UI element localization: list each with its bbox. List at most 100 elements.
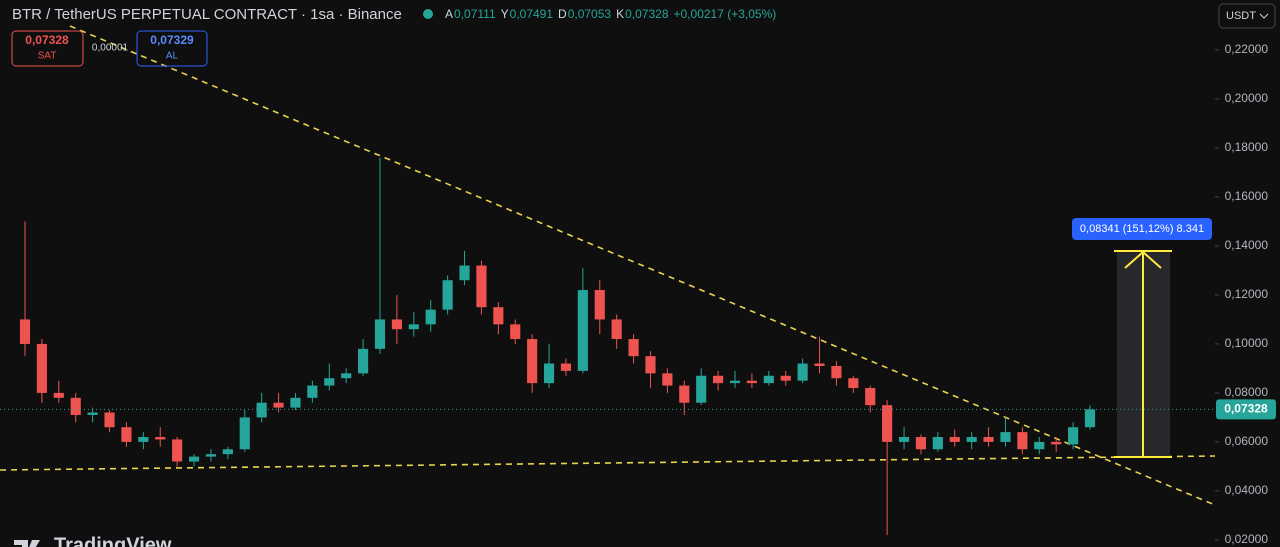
y-tick-label: 0,02000	[1225, 532, 1269, 546]
candle-body	[898, 437, 910, 442]
candle-body	[1034, 441, 1045, 450]
candle-body	[882, 405, 893, 442]
candle-body	[36, 343, 47, 393]
buy-label: AL	[166, 51, 179, 62]
candle-body	[611, 319, 622, 340]
candle-body	[172, 439, 183, 462]
candle-body	[374, 319, 386, 349]
dropdown-icon	[1259, 13, 1269, 19]
candle-body	[645, 356, 656, 374]
candle-body	[459, 265, 470, 281]
candle-body	[983, 437, 994, 442]
candle-body	[594, 290, 605, 320]
candle-body	[442, 280, 453, 310]
candle-body	[1051, 441, 1062, 445]
candle-body	[746, 380, 757, 384]
buy-price: 0,07329	[150, 33, 194, 47]
candle-body	[780, 375, 791, 381]
candle-body	[273, 402, 284, 408]
candle-body	[391, 319, 402, 330]
candle-body	[560, 363, 572, 371]
chart-title: BTR / TetherUS PERPETUAL CONTRACT · 1sa …	[12, 6, 402, 23]
currency-button[interactable]	[1218, 3, 1276, 29]
currency: USDT	[1226, 10, 1256, 22]
support-line	[0, 455, 1216, 471]
y-tick-label: 0,04000	[1225, 483, 1269, 497]
candle-body	[763, 375, 774, 384]
candle-body	[966, 437, 977, 442]
sell-button[interactable]	[11, 30, 84, 67]
measure-label: 0,08341 (151,12%) 8.341	[1080, 223, 1204, 235]
y-tick-label: 0,06000	[1225, 434, 1269, 448]
candle-body	[510, 324, 521, 340]
candle-body	[205, 454, 217, 457]
y-tick-label: 0,16000	[1225, 189, 1269, 203]
candle-body	[713, 375, 724, 384]
candle-body	[493, 307, 504, 325]
buy-button[interactable]	[136, 30, 208, 67]
y-tick-label: 0,08000	[1225, 385, 1269, 399]
candle-body	[341, 373, 352, 379]
ohlc-value: 0,07111	[454, 7, 496, 21]
candle-body	[932, 437, 943, 450]
ohlc-value: 0,07328	[625, 7, 669, 21]
ohlc-value: 0,07491	[510, 7, 554, 21]
y-tick-label: 0,22000	[1225, 42, 1269, 56]
candle-body	[104, 412, 115, 428]
candle-body	[408, 324, 419, 330]
candle-body	[848, 378, 859, 389]
y-tick-label: 0,20000	[1225, 91, 1269, 105]
candle-body	[19, 319, 31, 344]
sell-label: SAT	[38, 51, 57, 62]
candle-body	[307, 385, 318, 398]
measure-label-bg	[1072, 218, 1212, 240]
ohlc-key: K	[616, 7, 624, 21]
candle-body	[256, 402, 267, 418]
candle-body	[1068, 427, 1079, 445]
candle-body	[797, 363, 808, 381]
logo-icon	[14, 540, 40, 547]
candle-body	[70, 397, 81, 415]
candle-body	[831, 365, 842, 379]
ohlc-key: Y	[501, 7, 509, 21]
candle-body	[358, 348, 369, 374]
candle-body	[1000, 432, 1011, 442]
last-price-tag	[1216, 399, 1276, 420]
candle-body	[915, 437, 927, 450]
candle-body	[87, 412, 98, 415]
candle-body	[239, 417, 250, 450]
candle-body	[53, 392, 64, 398]
ohlc-key: A	[445, 7, 453, 21]
candle-body	[527, 339, 538, 384]
spread: 0,00001	[92, 43, 129, 54]
candle-body	[290, 397, 301, 408]
y-tick-label: 0,10000	[1225, 336, 1269, 350]
candle-body	[324, 378, 335, 386]
candle-body	[1017, 432, 1028, 450]
candle-body	[577, 290, 588, 371]
candle-body	[814, 363, 825, 366]
status-dot	[423, 9, 433, 19]
candle-body	[476, 265, 487, 308]
candle-body	[1084, 409, 1096, 428]
y-tick-label: 0,12000	[1225, 287, 1269, 301]
candle-body	[696, 375, 707, 403]
candle-body	[222, 449, 233, 455]
ohlc-value: 0,07053	[568, 7, 612, 21]
candle-body	[138, 437, 149, 442]
ohlc-key: D	[558, 7, 567, 21]
sell-price: 0,07328	[25, 33, 69, 47]
y-tick-label: 0,14000	[1225, 238, 1269, 252]
candle-body	[155, 437, 166, 440]
candle-body	[865, 388, 876, 406]
candle-body	[662, 373, 673, 386]
last-price-label: 0,07328	[1224, 402, 1268, 416]
candle-body	[121, 427, 132, 442]
candle-body	[425, 309, 436, 325]
change: +0,00217 (+3,05%)	[674, 7, 777, 21]
candle-body	[628, 339, 639, 357]
candles	[19, 157, 1096, 535]
ohlc-legend: A 0,07111 Y 0,07491 D 0,07053 K 0,07328	[445, 7, 669, 21]
